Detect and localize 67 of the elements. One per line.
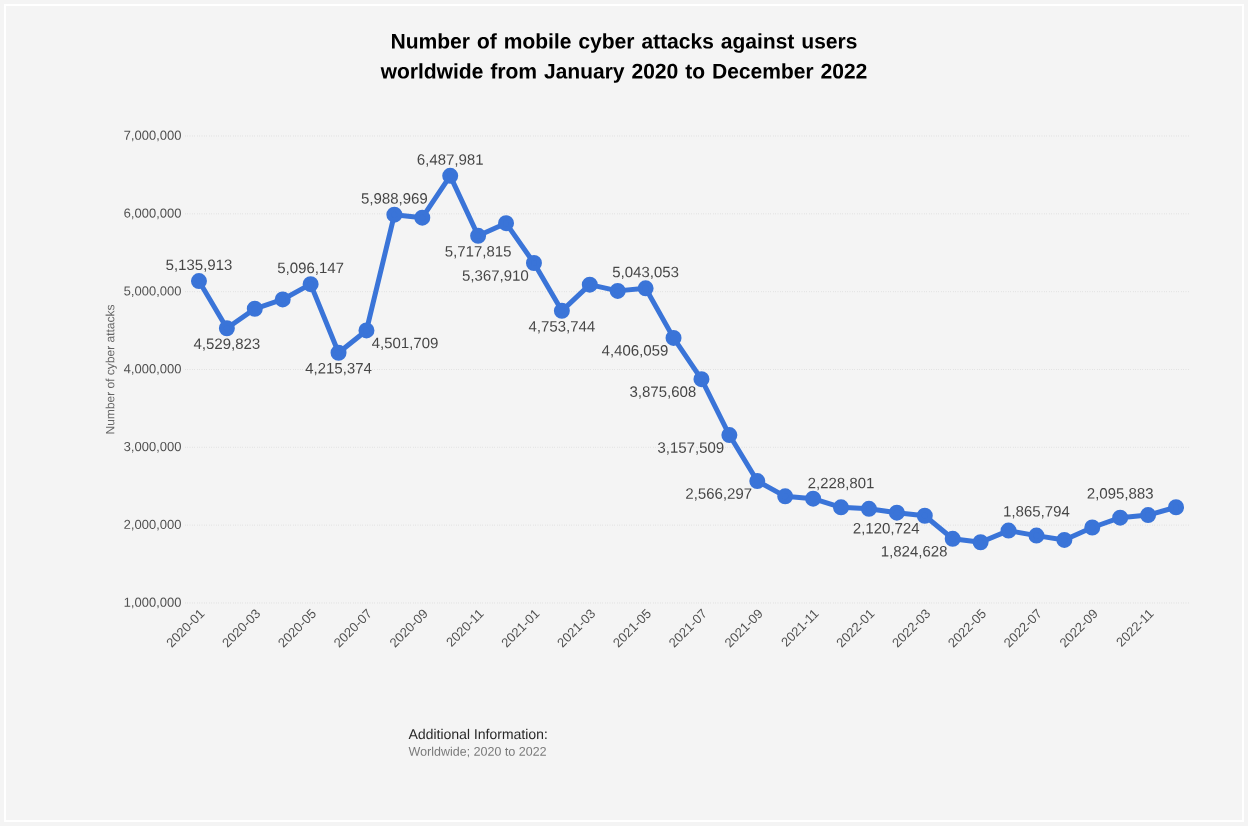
point: [1168, 499, 1185, 516]
data-label: 4,753,744: [528, 321, 595, 334]
text: Additional Information:: [408, 728, 547, 740]
point: [1084, 519, 1101, 536]
point: [1028, 527, 1045, 544]
point: [1112, 509, 1129, 526]
point: [525, 255, 542, 272]
point: [972, 534, 989, 551]
point: [721, 427, 738, 444]
data-label: 4,501,709: [372, 337, 438, 351]
data-label: 5,043,053: [612, 266, 679, 280]
point: [414, 209, 431, 226]
data-label: 4,215,374: [305, 362, 372, 376]
data-label: 5,367,910: [462, 270, 529, 283]
data-label: 5,717,815: [445, 245, 511, 259]
point: [190, 273, 207, 290]
data-label: 2,566,297: [686, 488, 752, 501]
data-label: 4,529,823: [193, 338, 260, 351]
point: [944, 530, 961, 547]
data-label: 2,120,724: [853, 522, 920, 536]
data-label: 6,487,981: [417, 154, 483, 167]
point: [805, 490, 822, 507]
point: [246, 300, 263, 317]
point: [860, 500, 877, 517]
point: [442, 167, 459, 184]
point: [1140, 507, 1157, 524]
point: [749, 473, 766, 490]
point: [777, 488, 794, 505]
point: [358, 322, 375, 339]
point: [386, 206, 403, 223]
point: [553, 302, 570, 319]
point: [274, 291, 291, 308]
data-label: 5,988,969: [361, 193, 428, 206]
data-label: 4,406,059: [601, 345, 668, 358]
chart-title: Number of mobile cyber attacks against users worldwide from January 2020 to December 2022: [380, 33, 867, 83]
point: [1056, 531, 1073, 548]
y-tick-label: 3,000,000: [124, 441, 181, 453]
data-label: 2,228,801: [808, 477, 874, 491]
data-label: 5,096,147: [277, 262, 344, 275]
point: [888, 504, 905, 521]
y-tick-label: 1,000,000: [124, 597, 181, 609]
y-tick-label: 4,000,000: [123, 364, 181, 375]
data-label: 1,824,628: [881, 546, 947, 559]
point: [302, 276, 319, 293]
point: [1000, 522, 1017, 539]
y-tick-label: 2,000,000: [124, 519, 181, 531]
point: [498, 215, 515, 232]
text: Worldwide; 2020 to 2022: [408, 746, 546, 758]
point: [637, 280, 654, 297]
point: [665, 329, 682, 346]
point: [609, 282, 626, 299]
point: [470, 227, 487, 244]
point: [693, 371, 710, 388]
data-label: 5,135,913: [166, 259, 232, 272]
data-label: 1,865,794: [1004, 506, 1070, 519]
data-label: 2,095,883: [1087, 488, 1153, 501]
y-tick-label: 7,000,000: [124, 130, 181, 142]
point: [218, 320, 235, 337]
point: [916, 507, 933, 524]
data-label: 3,875,608: [630, 386, 696, 399]
y-tick-label: 6,000,000: [124, 208, 181, 220]
y-tick-label: 5,000,000: [124, 286, 181, 298]
data-label: 3,157,509: [658, 442, 724, 455]
point: [833, 499, 850, 516]
point: [581, 276, 598, 293]
point: [330, 344, 347, 361]
y-axis-title: Number of cyber attacks: [105, 304, 117, 434]
